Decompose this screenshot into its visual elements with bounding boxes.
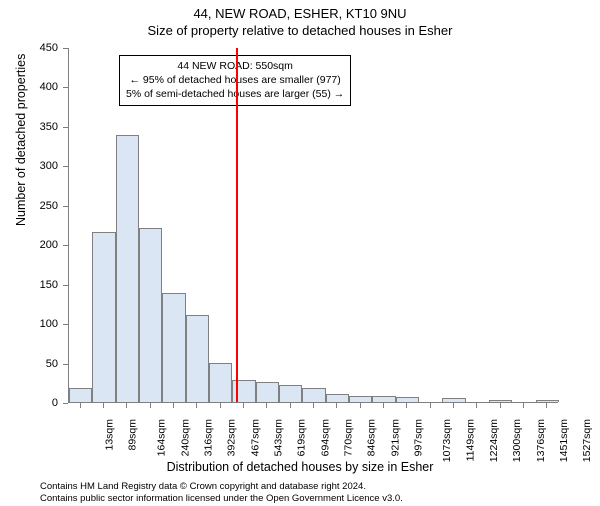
x-tick-mark — [80, 403, 81, 408]
x-tick-mark — [266, 403, 267, 408]
y-tick-label: 200 — [28, 239, 58, 251]
histogram-bar — [536, 400, 559, 402]
x-tick-mark — [546, 403, 547, 408]
y-tick-label: 100 — [28, 318, 58, 330]
x-tick-mark — [313, 403, 314, 408]
histogram-bar — [139, 228, 162, 402]
x-tick-mark — [173, 403, 174, 408]
histogram-plot-area: 44 NEW ROAD: 550sqm ← 95% of detached ho… — [68, 48, 558, 403]
x-tick-label: 694sqm — [319, 419, 331, 456]
x-tick-label: 89sqm — [127, 419, 139, 451]
histogram-bar — [209, 363, 232, 402]
histogram-bar — [92, 232, 115, 402]
histogram-bar — [326, 394, 349, 402]
x-axis-label: Distribution of detached houses by size … — [0, 460, 600, 474]
x-tick-label: 392sqm — [226, 419, 238, 456]
x-tick-label: 997sqm — [412, 419, 424, 456]
histogram-bar — [186, 315, 209, 402]
chart-title-main: 44, NEW ROAD, ESHER, KT10 9NU — [0, 6, 600, 21]
x-tick-mark — [150, 403, 151, 408]
x-tick-mark — [383, 403, 384, 408]
x-tick-mark — [476, 403, 477, 408]
y-tick-label: 0 — [28, 397, 58, 409]
histogram-bar — [279, 385, 302, 402]
x-tick-mark — [406, 403, 407, 408]
x-tick-label: 921sqm — [389, 419, 401, 456]
histogram-bar — [349, 396, 372, 402]
x-tick-mark — [243, 403, 244, 408]
x-tick-label: 467sqm — [249, 419, 261, 456]
y-tick-label: 300 — [28, 160, 58, 172]
x-tick-label: 240sqm — [179, 419, 191, 456]
footer-copyright-2: Contains public sector information licen… — [40, 493, 403, 504]
y-tick-label: 50 — [28, 358, 58, 370]
x-tick-label: 770sqm — [342, 419, 354, 456]
x-tick-label: 543sqm — [272, 419, 284, 456]
histogram-bar — [396, 397, 419, 402]
x-tick-label: 1149sqm — [464, 419, 476, 461]
property-marker-line — [236, 48, 238, 402]
x-tick-mark — [360, 403, 361, 408]
x-tick-label: 1073sqm — [442, 419, 454, 462]
x-tick-mark — [336, 403, 337, 408]
x-tick-mark — [430, 403, 431, 408]
y-tick-label: 350 — [28, 121, 58, 133]
y-tick-label: 150 — [28, 279, 58, 291]
chart-title-sub: Size of property relative to detached ho… — [0, 23, 600, 38]
x-tick-label: 316sqm — [202, 419, 214, 456]
histogram-bar — [302, 388, 325, 402]
x-tick-mark — [126, 403, 127, 408]
x-tick-label: 1527sqm — [582, 419, 594, 462]
x-tick-mark — [500, 403, 501, 408]
x-tick-label: 846sqm — [366, 419, 378, 456]
histogram-bar — [489, 400, 512, 402]
x-tick-label: 13sqm — [103, 419, 115, 451]
x-tick-mark — [523, 403, 524, 408]
histogram-bar — [372, 396, 395, 402]
footer-copyright-1: Contains HM Land Registry data © Crown c… — [40, 481, 366, 492]
y-tick-mark — [63, 403, 68, 404]
x-tick-mark — [290, 403, 291, 408]
y-tick-label: 450 — [28, 42, 58, 54]
y-tick-label: 250 — [28, 200, 58, 212]
histogram-bar — [442, 398, 465, 402]
x-tick-mark — [103, 403, 104, 408]
x-tick-label: 164sqm — [156, 419, 168, 456]
x-tick-label: 619sqm — [296, 419, 308, 456]
x-tick-mark — [196, 403, 197, 408]
x-tick-mark — [220, 403, 221, 408]
histogram-bar — [162, 293, 185, 402]
histogram-bar — [116, 135, 139, 402]
y-axis-label: Number of detached properties — [14, 54, 28, 226]
y-tick-label: 400 — [28, 81, 58, 93]
x-tick-label: 1224sqm — [488, 419, 500, 462]
x-tick-label: 1376sqm — [535, 419, 547, 462]
x-tick-label: 1451sqm — [558, 419, 570, 462]
x-tick-mark — [453, 403, 454, 408]
histogram-bar — [256, 382, 279, 402]
x-tick-label: 1300sqm — [512, 419, 524, 462]
histogram-bar — [69, 388, 92, 402]
